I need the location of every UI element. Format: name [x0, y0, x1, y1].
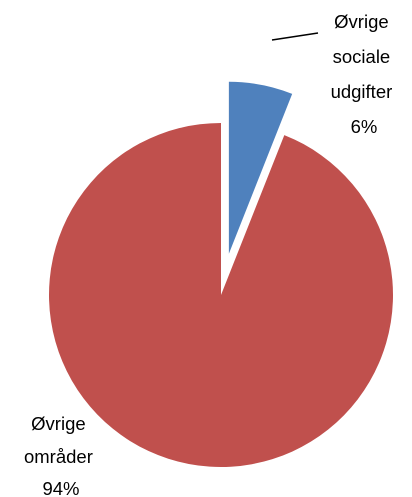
slice-value-label: 94%: [42, 478, 79, 497]
slice-label-sociale: Øvrige sociale udgifter 6%: [331, 11, 398, 137]
slice-label-line: områder: [24, 446, 93, 467]
pie-slices: [49, 81, 394, 467]
slice-label-omraader: Øvrige områder 94%: [24, 413, 98, 497]
slice-label-line: Øvrige: [334, 11, 389, 32]
slice-label-line: Øvrige: [31, 413, 86, 434]
pie-slice-oevrige-sociale-udgifter: [228, 81, 293, 254]
pie-slice-oevrige-omraader: [49, 123, 394, 467]
slice-label-line: udgifter: [331, 81, 393, 102]
slice-value-label: 6%: [351, 116, 378, 137]
leader-line: [271, 32, 319, 41]
slice-label-line: sociale: [333, 46, 391, 67]
